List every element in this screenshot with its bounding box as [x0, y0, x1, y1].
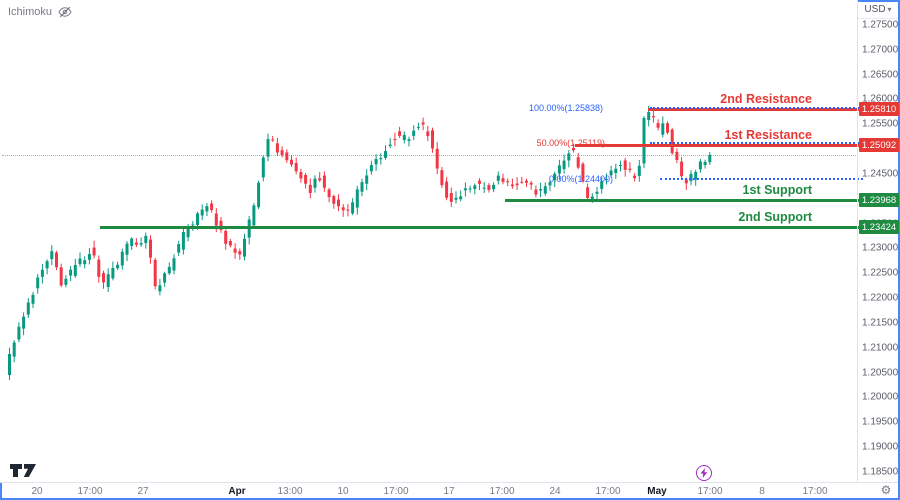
time-label: 8	[759, 486, 765, 497]
price-tick: 1.24500	[862, 168, 899, 180]
price-badge: 1.23968	[859, 193, 899, 207]
price-axis[interactable]: 1.27500 1.27000 1.26500 1.26000 1.25500 1.250…	[858, 0, 900, 482]
time-label: 17:00	[77, 486, 103, 497]
time-label: 17:00	[802, 486, 828, 497]
chart-canvas[interactable]: 2nd Resistance 1st Resistance 1st Support 2…	[0, 0, 863, 482]
time-label: 27	[137, 486, 149, 497]
level-line[interactable]	[575, 144, 863, 147]
level-label[interactable]: 1st Resistance	[724, 128, 812, 142]
indicator-legend: Ichimoku	[8, 6, 72, 18]
level-line[interactable]	[505, 199, 863, 202]
level-line[interactable]	[100, 226, 863, 229]
price-tick: 1.18500	[862, 466, 899, 478]
price-tick: 1.26000	[862, 93, 899, 105]
time-label: 17:00	[697, 486, 723, 497]
fib-line[interactable]	[650, 142, 863, 144]
fib-line[interactable]	[660, 178, 863, 180]
price-tick: 1.19000	[862, 441, 899, 453]
price-tick: 1.27500	[862, 19, 899, 31]
level-line[interactable]	[648, 108, 863, 111]
price-tick: 1.27000	[862, 44, 899, 56]
time-label: 17:00	[383, 486, 409, 497]
fib-label: 50.00%(1.25119)	[536, 138, 605, 148]
level-label[interactable]: 2nd Support	[738, 210, 812, 224]
time-label: Apr	[228, 486, 246, 497]
price-tick: 1.21500	[862, 317, 899, 329]
lightning-icon[interactable]	[696, 465, 712, 481]
price-badge: 1.23424	[859, 220, 899, 234]
time-axis-divider	[0, 482, 898, 483]
price-tick: 1.23000	[862, 242, 899, 254]
fib-label: 100.00%(1.25838)	[528, 103, 603, 113]
time-label: 20	[31, 486, 43, 497]
time-label: 17:00	[595, 486, 621, 497]
candlestick-series	[8, 105, 712, 380]
time-axis[interactable]: 20 17:00 27 Apr 13:00 10 17:00 17 17:00 24 17:00 Ma…	[0, 483, 857, 500]
fib-label: 0.00%(1.24400)	[548, 174, 613, 184]
indicator-name: Ichimoku	[8, 6, 53, 18]
tradingview-logo[interactable]	[9, 462, 37, 478]
price-tick: 1.21000	[862, 342, 899, 354]
price-tick: 1.22500	[862, 267, 899, 279]
price-tick: 1.19500	[862, 416, 899, 428]
time-label: 24	[549, 486, 561, 497]
price-tick: 1.20000	[862, 391, 899, 403]
chevron-down-icon: ▾	[887, 4, 892, 14]
time-label: 13:00	[277, 486, 303, 497]
price-tick: 1.25500	[862, 118, 899, 130]
current-price-line	[2, 155, 858, 156]
eye-off-icon[interactable]	[58, 6, 72, 18]
time-label: 17	[443, 486, 455, 497]
time-label: May	[647, 486, 667, 497]
price-tick: 1.22000	[862, 292, 899, 304]
price-tick: 1.26500	[862, 69, 899, 81]
currency-label: USD	[864, 3, 886, 15]
price-axis-divider	[857, 0, 858, 482]
price-badge: 1.25810	[859, 102, 899, 116]
fib-line[interactable]	[650, 107, 863, 109]
level-label[interactable]: 2nd Resistance	[720, 92, 812, 106]
price-badge: 1.25092	[859, 138, 899, 152]
gear-icon[interactable]: ⚙	[880, 483, 892, 497]
time-label: 17:00	[489, 486, 515, 497]
time-label: 10	[337, 486, 349, 497]
currency-dropdown[interactable]: USD ▾	[858, 0, 898, 19]
price-tick: 1.20500	[862, 367, 899, 379]
level-label[interactable]: 1st Support	[742, 183, 812, 197]
